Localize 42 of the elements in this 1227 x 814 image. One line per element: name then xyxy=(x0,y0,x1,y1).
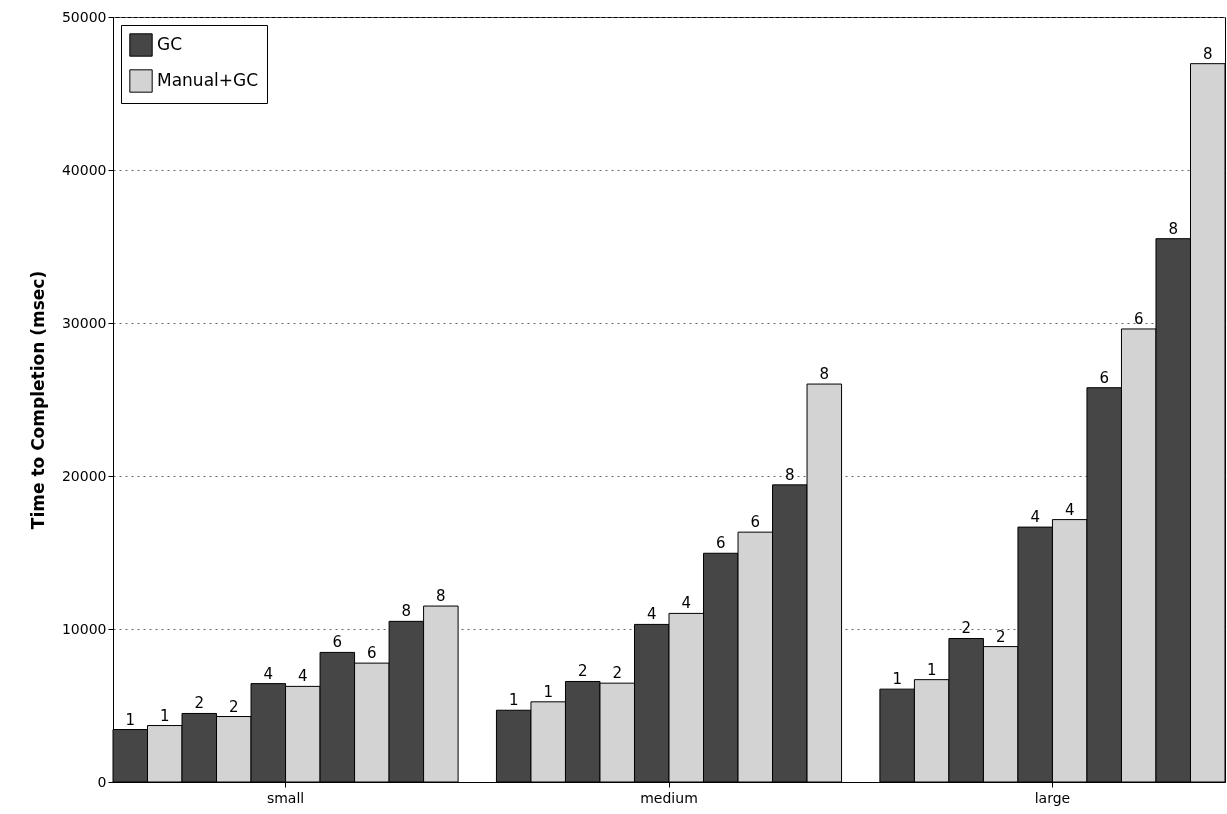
annotation: 1 xyxy=(508,691,519,710)
annotation: 4 xyxy=(681,594,692,613)
annotation: 8 xyxy=(436,587,446,606)
annotation: 2 xyxy=(961,619,971,638)
annotation: 8 xyxy=(401,602,412,621)
y-tick-label: 30000 xyxy=(61,314,107,331)
annotation: 8 xyxy=(1202,44,1213,63)
annotation: 8 xyxy=(785,465,795,484)
legend-label: Manual+GC xyxy=(157,70,259,90)
y-tick-label: 40000 xyxy=(61,161,107,178)
annotation: 4 xyxy=(1064,500,1075,519)
annotation: 6 xyxy=(332,633,343,652)
y-axis-title: Time to Completion (msec) xyxy=(27,270,48,530)
annotation: 1 xyxy=(892,670,902,689)
annotation: 4 xyxy=(263,664,274,683)
annotation: 6 xyxy=(1133,309,1144,328)
x-tick-label: small xyxy=(266,789,305,806)
x-tick-label: large xyxy=(1034,789,1071,806)
annotation: 2 xyxy=(995,627,1006,646)
annotation: 6 xyxy=(1099,368,1109,387)
annotation: 2 xyxy=(577,662,588,681)
annotation: 6 xyxy=(750,513,761,532)
y-tick-label: 50000 xyxy=(61,8,107,25)
annotation: 1 xyxy=(926,660,937,679)
annotation: 2 xyxy=(612,664,623,683)
x-tick-label: medium xyxy=(640,789,698,806)
y-tick-label: 20000 xyxy=(61,467,107,484)
annotation: 4 xyxy=(1030,508,1040,527)
annotation: 4 xyxy=(298,667,308,686)
annotation: 1 xyxy=(125,710,136,729)
annotation: 2 xyxy=(229,697,239,716)
y-tick-label: 0 xyxy=(97,773,107,790)
annotation: 4 xyxy=(646,605,657,624)
annotation: 2 xyxy=(194,694,205,713)
annotation: 1 xyxy=(543,682,553,701)
annotation: 1 xyxy=(159,706,170,725)
annotation: 6 xyxy=(715,534,726,553)
y-tick-label: 10000 xyxy=(61,620,107,637)
legend-label: GC xyxy=(157,34,183,54)
annotation: 8 xyxy=(819,365,830,384)
annotation: 8 xyxy=(1168,219,1179,238)
annotation: 6 xyxy=(367,644,377,663)
